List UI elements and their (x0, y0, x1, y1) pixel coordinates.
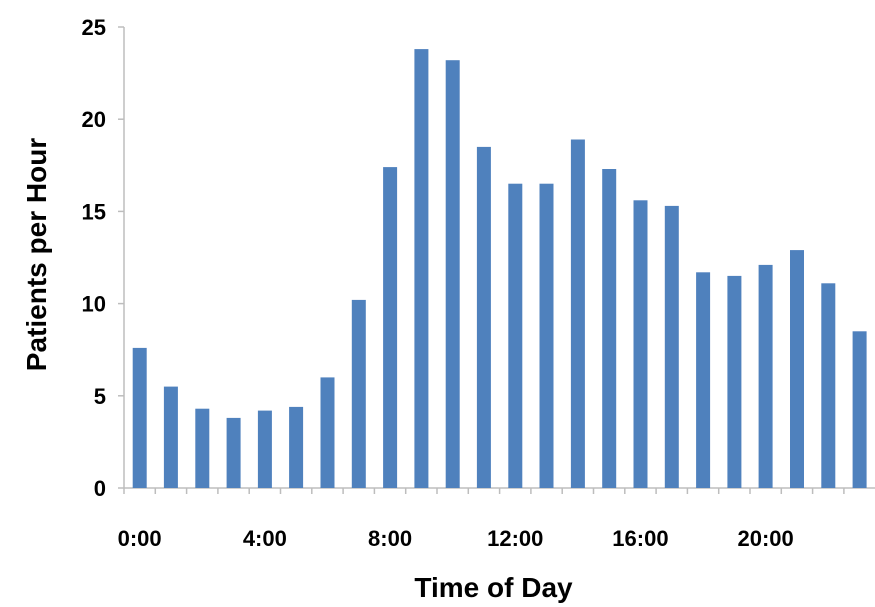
y-tick-label: 0 (94, 476, 106, 501)
bar-14-00 (570, 139, 585, 488)
bar-6-00 (320, 377, 335, 488)
y-ticks: 0 5 10 15 20 25 (82, 15, 124, 501)
bar-17-00 (664, 205, 679, 488)
bar-11-00 (476, 146, 491, 488)
y-tick-label: 5 (94, 384, 106, 409)
y-tick-label: 10 (82, 292, 106, 317)
bar-22-00 (821, 283, 836, 488)
bar-20-00 (758, 264, 773, 488)
bar-8-00 (383, 167, 398, 488)
y-tick-label: 15 (82, 199, 106, 224)
bar-5-00 (289, 406, 304, 488)
x-tick-label: 4:00 (243, 526, 287, 551)
bar-21-00 (790, 250, 804, 488)
bar-0-00 (132, 347, 147, 488)
bar-18-00 (696, 272, 711, 488)
x-axis-title: Time of Day (414, 572, 573, 603)
x-tick-label: 20:00 (738, 526, 794, 551)
x-tick-label: 16:00 (612, 526, 668, 551)
x-tick-label: 12:00 (487, 526, 543, 551)
bar-3-00 (226, 417, 241, 488)
bar-10-00 (445, 60, 460, 488)
bar-23-00 (852, 331, 867, 488)
bar-15-00 (602, 169, 617, 488)
y-tick-label: 25 (82, 15, 106, 40)
bar-12-00 (508, 183, 523, 488)
bars (132, 49, 867, 489)
x-ticks: 0:00 4:00 8:00 12:00 16:00 20:00 (118, 488, 845, 551)
x-tick-label: 0:00 (118, 526, 162, 551)
bar-13-00 (539, 183, 554, 488)
bar-19-00 (727, 275, 742, 488)
bar-2-00 (195, 408, 210, 488)
bar-4-00 (257, 410, 272, 488)
bar-9-00 (414, 49, 429, 488)
bar-7-00 (351, 299, 366, 488)
bar-1-00 (163, 386, 178, 488)
y-tick-label: 20 (82, 107, 106, 132)
x-tick-label: 8:00 (368, 526, 412, 551)
y-axis-title: Patients per Hour (21, 138, 52, 371)
bar-16-00 (633, 200, 648, 489)
